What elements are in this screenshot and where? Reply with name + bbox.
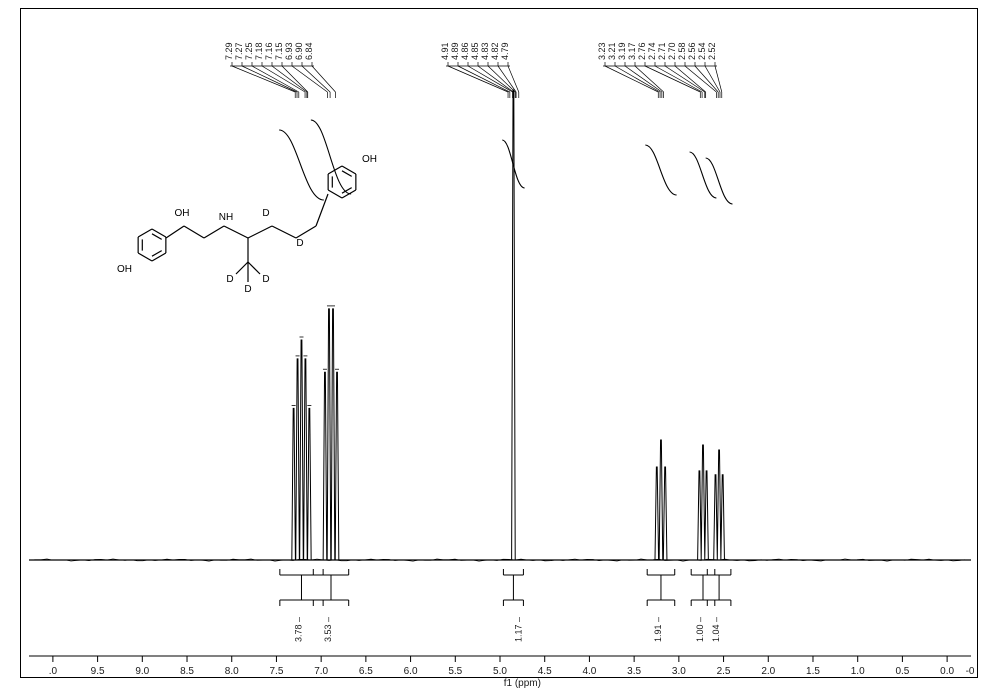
axis-title: f1 (ppm) (504, 678, 541, 689)
plot-frame (20, 8, 978, 678)
nmr-stage: .09.59.08.58.07.57.06.56.05.55.04.54.03.… (0, 0, 1000, 693)
